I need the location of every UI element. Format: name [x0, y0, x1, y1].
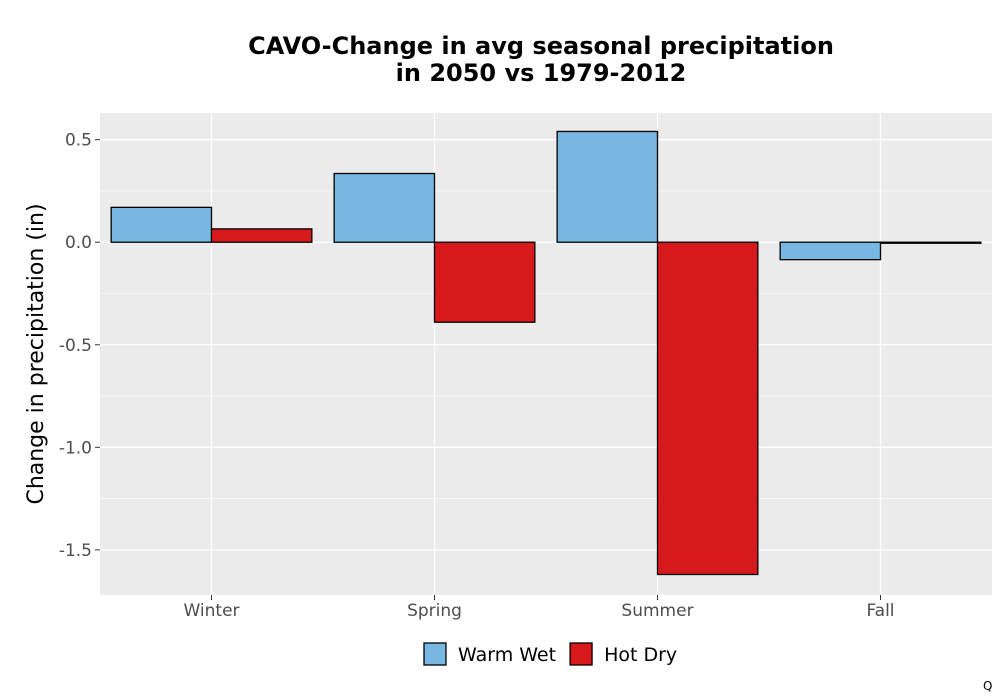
legend-label: Warm Wet [458, 644, 556, 666]
legend-swatch-warm-wet [423, 642, 447, 666]
bar-warm-wet-summer [556, 130, 659, 243]
bar-hot-dry-summer [656, 241, 759, 576]
x-tick-label: Summer [621, 601, 693, 621]
chart-title-line-1: CAVO-Change in avg seasonal precipitatio… [248, 32, 834, 60]
legend-swatch-hot-dry [569, 642, 593, 666]
bar-warm-wet-spring [333, 172, 436, 243]
y-axis-label: Change in precipitation (in) [24, 203, 49, 504]
x-tick-label: Spring [407, 601, 462, 621]
x-axis-ticks: Winter Spring Summer Fall [183, 595, 895, 621]
bars [110, 130, 982, 576]
y-axis-ticks: 0.5 0.0 -0.5 -1.0 -1.5 [59, 131, 100, 561]
y-tick-label: 0.0 [65, 233, 92, 253]
x-tick-label: Winter [183, 601, 239, 621]
y-tick-label: 0.5 [65, 131, 92, 151]
y-tick-label: -0.5 [59, 336, 92, 356]
bar-warm-wet-winter [110, 206, 213, 243]
chart-title-line-2: in 2050 vs 1979-2012 [396, 59, 687, 87]
y-tick-label: -1.0 [59, 438, 92, 458]
plot-panel [100, 113, 992, 595]
bar-warm-wet-fall [779, 241, 882, 261]
legend: Warm Wet Hot Dry [423, 642, 677, 666]
x-tick-label: Fall [866, 601, 894, 621]
legend-label: Hot Dry [604, 644, 677, 666]
corner-mark: Q [983, 679, 992, 693]
bar-hot-dry-fall [879, 241, 982, 244]
bar-hot-dry-winter [210, 228, 313, 243]
bar-hot-dry-spring [433, 241, 536, 323]
y-tick-label: -1.5 [59, 541, 92, 561]
